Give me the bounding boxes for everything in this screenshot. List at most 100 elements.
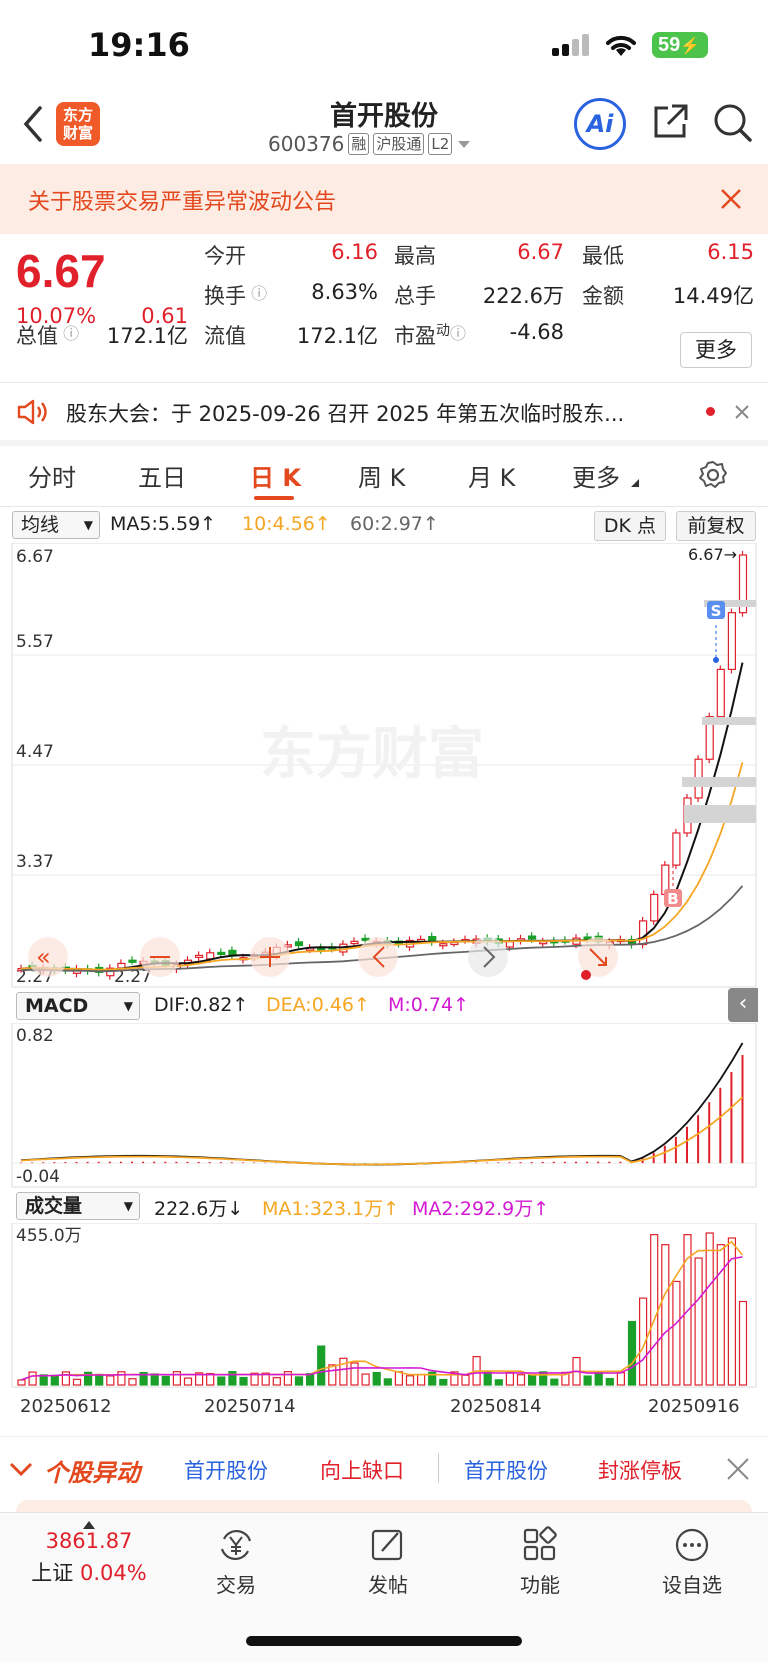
open-label: 今开 [204, 244, 246, 268]
volume-bar [705, 1232, 714, 1386]
candle [128, 959, 137, 963]
nav-post[interactable]: 发帖 [338, 1525, 438, 1598]
volume-bar [250, 1372, 259, 1386]
amount-value: 14.49亿 [672, 284, 754, 308]
buy-marker[interactable] [664, 889, 682, 907]
adjust-button[interactable]: 前复权 [676, 511, 756, 541]
quote-panel: 6.67 10.07% 0.61 今开 6.16 最高 6.67 最低 6.15… [0, 234, 768, 382]
volume-bar [461, 1374, 470, 1386]
movement-type[interactable]: 封涨停板 [598, 1459, 682, 1483]
nav-label: 交易 [216, 1573, 256, 1597]
eastmoney-logo[interactable]: 东方 财富 [56, 102, 100, 146]
tab-intraday[interactable]: 分时 [28, 464, 76, 492]
macd-chart[interactable]: 0.82 -0.04 [0, 1023, 768, 1189]
news-ticker[interactable]: 股东大会：于 2025-09-26 召开 2025 年第五次临时股东... [0, 382, 768, 440]
volume-bar [394, 1371, 403, 1386]
panel-edge [16, 1500, 752, 1512]
search-icon[interactable] [712, 102, 754, 144]
tab-five-day[interactable]: 五日 [138, 464, 186, 492]
movement-type[interactable]: 向上缺口 [320, 1459, 404, 1483]
low-value: 6.15 [707, 240, 754, 264]
cellular-icon [552, 34, 589, 56]
pe-label[interactable]: 市盈动ⓘ [394, 320, 466, 350]
nav-add-watchlist[interactable]: 设自选 [642, 1525, 742, 1598]
volume-bar [261, 1372, 270, 1386]
chevron-down-icon[interactable] [8, 1461, 34, 1477]
volume-bar [150, 1373, 159, 1386]
close-icon[interactable] [726, 1457, 750, 1481]
volume-bar [161, 1375, 170, 1386]
amount-label: 金额 [582, 284, 624, 308]
sell-point [713, 657, 719, 663]
zoom-in-icon[interactable] [260, 947, 280, 967]
kline-chart[interactable]: 东方财富 6.67 5.57 4.47 3.37 2.27 2.27 6.67→… [0, 543, 768, 989]
gap-zone [682, 777, 756, 787]
close-icon[interactable] [734, 404, 750, 420]
volume-selector-label: 成交量 [25, 1195, 83, 1217]
dif-value: DIF:0.82↑ [154, 994, 249, 1016]
active-tab-indicator [254, 496, 294, 500]
dea-value: DEA:0.46↑ [266, 994, 370, 1016]
mcap-label[interactable]: 总值 ⓘ [16, 320, 79, 350]
stock-subline[interactable]: 600376 融 沪股通 L2 [268, 132, 472, 156]
rewind-icon[interactable]: « [36, 943, 51, 971]
tab-more[interactable]: 更多 [572, 464, 620, 492]
last-price: 6.67 [16, 245, 106, 297]
turnover-label-text: 换手 [204, 284, 246, 308]
nav-trade[interactable]: 交易 [186, 1525, 286, 1598]
volume-bar [694, 1257, 703, 1386]
volume-bar [672, 1280, 681, 1386]
announcement-banner[interactable]: 关于股票交易严重异常波动公告 [0, 164, 768, 234]
volume-bar [727, 1237, 737, 1386]
prev-icon[interactable] [372, 946, 385, 968]
yen-cycle-icon [220, 1529, 252, 1561]
movement-stock-link[interactable]: 首开股份 [184, 1459, 268, 1483]
movement-brand: 个股异动 [44, 1459, 140, 1487]
gear-icon[interactable] [698, 460, 728, 490]
date-label: 20250916 [648, 1396, 740, 1417]
volume-bar [539, 1371, 548, 1386]
edit-icon [371, 1529, 403, 1561]
speaker-icon [17, 399, 47, 425]
ma60-value: 60:2.97↑ [350, 513, 439, 535]
volume-bar [516, 1374, 526, 1386]
dk-label: DK 点 [603, 515, 657, 537]
close-icon[interactable] [720, 188, 742, 210]
turnover-label[interactable]: 换手 ⓘ [204, 280, 267, 310]
gap-zone [684, 805, 756, 823]
share-icon[interactable] [650, 102, 690, 142]
tab-weekly-k[interactable]: 周 K [358, 464, 406, 492]
volume-bar [228, 1371, 237, 1386]
tab-monthly-k[interactable]: 月 K [468, 464, 516, 492]
sell-marker[interactable] [707, 601, 725, 619]
candle [527, 935, 537, 940]
candle [705, 716, 714, 760]
collapse-button[interactable]: ‹ [728, 988, 758, 1022]
volume-selector[interactable]: 成交量 ▼ [16, 1192, 140, 1220]
back-icon[interactable] [20, 104, 46, 144]
ai-button[interactable]: Ai [574, 98, 626, 150]
nav-functions[interactable]: 功能 [490, 1525, 590, 1598]
volume-bar [206, 1372, 215, 1386]
change-percent: 10.07% [16, 304, 97, 328]
candle [650, 893, 659, 922]
volume-bar [616, 1372, 626, 1386]
candle [195, 954, 204, 959]
expand-icon[interactable] [589, 948, 607, 966]
volume-chart[interactable]: 455.0万 [0, 1223, 768, 1389]
ma-selector[interactable]: 均线 ▼ [12, 511, 100, 539]
movement-stock-link[interactable]: 首开股份 [464, 1459, 548, 1483]
dk-point-button[interactable]: DK 点 [594, 511, 666, 541]
y-label-top: 6.67 [16, 547, 54, 567]
volume-bar [39, 1374, 48, 1386]
dropdown-icon: ▼ [123, 999, 133, 1013]
macd-selector[interactable]: MACD ▼ [16, 992, 140, 1020]
index-widget[interactable]: 3861.87 上证 0.04% [14, 1521, 164, 1587]
low-price-mark: 2.27 [114, 967, 152, 987]
unread-dot [706, 407, 715, 416]
control-bg [468, 937, 508, 977]
more-button[interactable]: 更多 [680, 332, 752, 368]
next-icon[interactable] [483, 946, 496, 968]
tab-daily-k[interactable]: 日 K [250, 464, 301, 492]
volume-bar [83, 1371, 93, 1386]
